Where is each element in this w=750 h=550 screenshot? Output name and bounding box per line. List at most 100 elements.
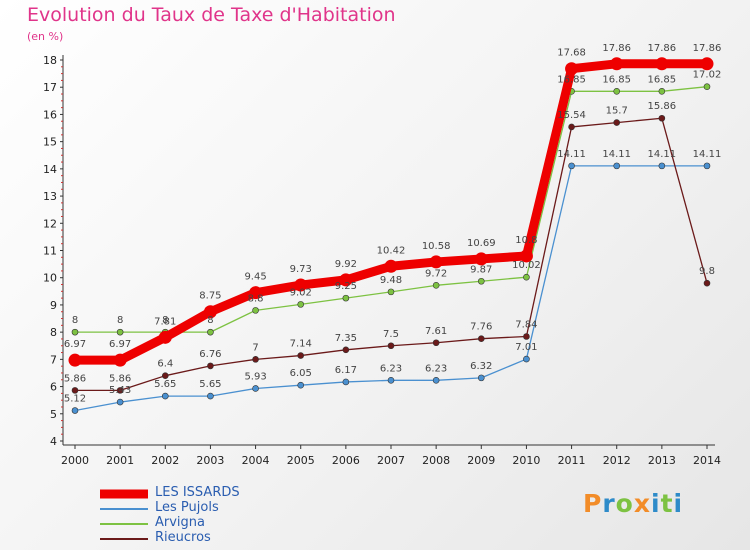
data-point — [297, 381, 305, 389]
data-label: 17.86 — [602, 43, 631, 54]
data-label: 5.93 — [244, 371, 266, 382]
proxiti-logo: Proxiti — [583, 489, 683, 518]
data-point — [387, 288, 395, 296]
data-point — [610, 57, 624, 71]
data-point — [161, 392, 169, 400]
data-label: 16.85 — [602, 74, 631, 85]
data-point — [568, 123, 575, 131]
data-point — [658, 114, 666, 122]
series-layer — [68, 57, 714, 414]
x-tick-label: 2005 — [287, 454, 315, 467]
data-label: 8 — [117, 315, 123, 326]
data-point — [477, 335, 485, 342]
x-tick-label: 2014 — [693, 454, 721, 467]
data-label: 7.35 — [335, 333, 357, 344]
data-label: 9.72 — [425, 268, 447, 279]
data-label: 10.69 — [467, 238, 496, 249]
legend-swatch — [100, 522, 148, 525]
data-point — [252, 356, 259, 363]
data-point — [613, 162, 621, 170]
data-label: 5.43 — [109, 385, 131, 396]
data-label: 8.8 — [248, 293, 264, 304]
data-label: 16.85 — [557, 74, 586, 85]
data-point — [703, 162, 711, 170]
legend-label: Rieucros — [155, 530, 211, 545]
data-point — [658, 87, 666, 95]
x-tick-label: 2004 — [242, 454, 270, 467]
data-label: 7.14 — [290, 339, 312, 350]
data-label: 6.76 — [199, 349, 221, 360]
axes: 4 5 6 7 8 9 10 11 12 13 14 15 16 17 18 2000 2001 2002 2003… — [43, 54, 721, 467]
data-point — [116, 387, 124, 394]
data-label: 9.92 — [335, 259, 357, 270]
x-tick-label: 2010 — [512, 454, 540, 467]
data-point — [523, 333, 530, 340]
data-point — [432, 282, 440, 289]
data-label: 9.73 — [290, 264, 312, 275]
data-label: 9.25 — [335, 281, 357, 292]
data-point — [342, 294, 350, 302]
y-tick-label: 8 — [50, 326, 57, 339]
data-point — [203, 305, 217, 319]
data-point — [387, 342, 395, 350]
data-label: 9.48 — [380, 275, 402, 286]
data-label: 16.85 — [648, 74, 677, 85]
logo-letter: i — [651, 489, 661, 518]
data-label: 6.23 — [425, 363, 447, 374]
data-label: 17.02 — [693, 70, 722, 81]
data-label: 17.86 — [693, 43, 722, 54]
data-labels: 5.12 5.43 5.65 5.65 5.93 6.05 6.17 6.23 6.23 6.32… — [64, 43, 721, 405]
data-label: 10.02 — [512, 260, 541, 271]
data-label: 6.17 — [335, 365, 357, 376]
x-tick-label: 2003 — [196, 454, 224, 467]
data-label: 17.86 — [648, 43, 677, 54]
data-point — [700, 57, 714, 71]
data-label: 6.4 — [157, 359, 173, 370]
data-label: 7.5 — [383, 329, 399, 340]
data-point — [113, 353, 127, 367]
x-tick-label: 2011 — [558, 454, 586, 467]
data-point — [252, 307, 259, 314]
data-label: 7 — [252, 342, 258, 353]
y-tick-label: 4 — [50, 435, 57, 448]
chart-title: Evolution du Taux de Taxe d'Habitation — [27, 4, 396, 26]
data-point — [523, 273, 530, 281]
y-tick-label: 17 — [43, 81, 57, 94]
data-point — [432, 377, 440, 384]
data-label: 14.11 — [648, 149, 677, 160]
x-tick-label: 2000 — [61, 454, 89, 467]
data-point — [294, 278, 308, 292]
data-point — [655, 57, 669, 71]
legend-label: LES ISSARDS — [155, 485, 240, 500]
y-tick-label: 12 — [43, 217, 57, 230]
x-tick-label: 2013 — [648, 454, 676, 467]
y-tick-label: 13 — [43, 190, 57, 203]
data-point — [703, 83, 711, 90]
data-label: 5.65 — [199, 379, 221, 390]
data-point — [613, 119, 621, 126]
data-point — [158, 330, 172, 344]
data-label: 7.76 — [470, 322, 492, 333]
data-point — [339, 273, 353, 287]
x-tick-label: 2002 — [151, 454, 179, 467]
data-point — [207, 328, 214, 336]
logo-letter: o — [615, 489, 634, 518]
data-point — [477, 277, 485, 285]
data-label: 14.11 — [693, 149, 722, 160]
data-point — [384, 259, 398, 273]
data-point — [565, 62, 579, 76]
legend-label: Arvigna — [155, 515, 206, 530]
legend-swatch — [100, 537, 148, 540]
data-label: 9.02 — [290, 287, 312, 298]
x-tick-label: 2007 — [377, 454, 405, 467]
legend-swatch — [100, 489, 148, 498]
y-tick-label: 16 — [43, 108, 57, 121]
data-label: 8 — [207, 315, 213, 326]
x-tick-label: 2001 — [106, 454, 134, 467]
data-label: 5.86 — [64, 373, 86, 384]
data-point — [568, 162, 575, 170]
data-label: 8 — [162, 315, 168, 326]
data-point — [297, 352, 305, 359]
data-label: 9.8 — [699, 266, 715, 277]
data-label: 14.11 — [557, 149, 586, 160]
